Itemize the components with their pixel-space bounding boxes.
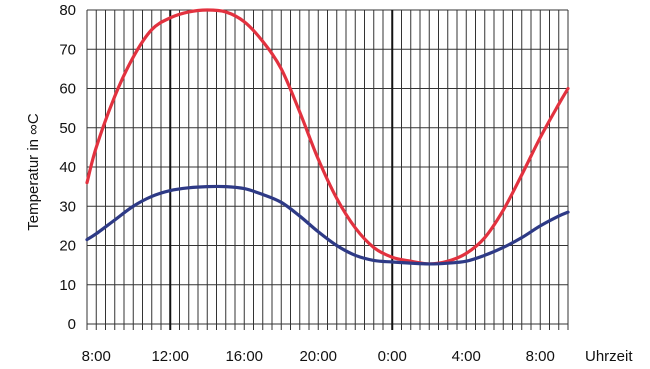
y-tick-label: 80 <box>59 2 76 19</box>
x-tick-label: 4:00 <box>452 348 481 365</box>
tick-label-layer: 0 10 20 30 40 50 60 70 80 8:00 12:00 16:00 20:00 0:00… <box>59 2 555 365</box>
x-axis-label: Uhrzeit <box>585 348 633 365</box>
y-tick-label: 20 <box>59 238 76 255</box>
y-tick-label: 40 <box>59 159 76 176</box>
y-tick-label: 0 <box>68 316 76 333</box>
x-tick-label: 8:00 <box>82 348 111 365</box>
series-line-2 <box>85 184 570 266</box>
y-axis-label: Temperatur in ∞C <box>25 113 42 231</box>
x-tick-label: 20:00 <box>299 348 337 365</box>
y-tick-label: 70 <box>59 41 76 58</box>
x-tick-label: 8:00 <box>526 348 555 365</box>
grid-layer <box>86 9 569 330</box>
x-tick-label: 0:00 <box>378 348 407 365</box>
y-tick-label: 50 <box>59 120 76 137</box>
y-tick-label: 10 <box>59 277 76 294</box>
y-tick-label: 30 <box>59 198 76 215</box>
y-tick-label: 60 <box>59 81 76 98</box>
x-tick-label: 16:00 <box>225 348 263 365</box>
series-layer <box>85 8 570 266</box>
series-line-1 <box>85 8 570 266</box>
x-tick-label: 12:00 <box>151 348 189 365</box>
